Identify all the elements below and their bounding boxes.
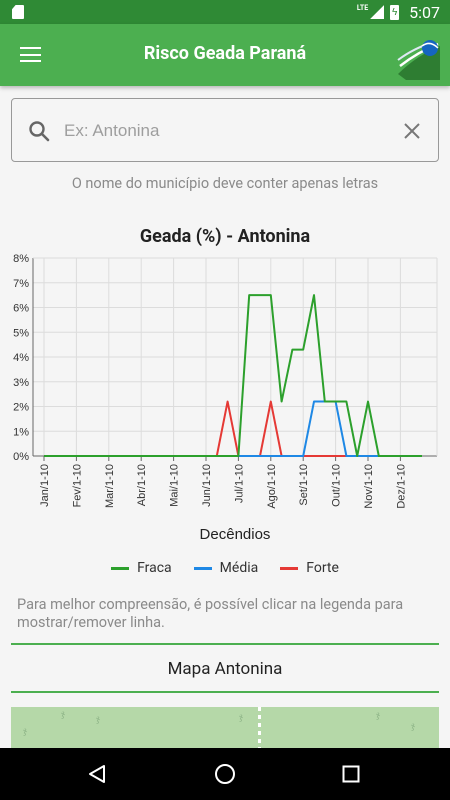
legend-item[interactable]: Média — [193, 560, 259, 576]
y-tick-label: 4% — [13, 352, 29, 364]
divider-top — [11, 643, 439, 645]
frost-chart: Geada (%) - Antonina 0% 1% 2% 3% 4% 5% 6% 7% 8% J… — [0, 218, 450, 598]
system-nav-bar — [0, 748, 450, 800]
y-tick-label: 5% — [13, 327, 29, 339]
app-title: Risco Geada Paraná — [143, 43, 307, 64]
x-tick-label: Mar/1-10 — [104, 464, 116, 508]
x-tick-label: Mai/1-10 — [169, 464, 181, 507]
x-tick-label: Jul/1-10 — [233, 464, 245, 503]
status-time: 5:07 — [409, 2, 440, 22]
y-tick-label: 7% — [13, 278, 29, 290]
x-tick-label: Jun/1-10 — [201, 464, 213, 507]
x-tick-label: Dez/1-10 — [395, 464, 407, 509]
x-axis-label: Decêndios — [200, 526, 271, 543]
back-icon[interactable] — [88, 764, 106, 784]
battery-charging-icon — [390, 4, 400, 20]
chart-title: Geada (%) - Antonina — [139, 226, 311, 247]
map-tree-icon: ჯ — [96, 715, 101, 725]
legend-label: Forte — [306, 560, 339, 576]
signal-icon — [370, 5, 385, 19]
legend-swatch — [280, 566, 299, 570]
x-tick-label: Out/1-10 — [331, 464, 343, 507]
x-tick-label: Fev/1-10 — [71, 464, 83, 507]
y-tick-label: 8% — [13, 253, 29, 265]
legend-swatch — [193, 566, 212, 570]
status-bar: LTE 5:07 — [0, 0, 450, 24]
hamburger-menu-icon[interactable] — [20, 47, 41, 62]
map-road — [258, 707, 261, 752]
legend-item[interactable]: Forte — [280, 560, 339, 576]
legend-label: Fraca — [137, 560, 172, 576]
map-tree-icon: ჯ — [239, 713, 244, 723]
map-tree-icon: ჯ — [411, 722, 416, 732]
divider-bottom — [11, 691, 439, 693]
y-tick-label: 6% — [13, 303, 29, 315]
x-tick-label: Abr/1-10 — [136, 464, 148, 506]
map-tree-icon: ჯ — [61, 710, 66, 720]
chart-plot: 0% 1% 2% 3% 4% 5% 6% 7% 8% Jan/1-10 Fev/1-10 Mar/1-… — [13, 253, 438, 543]
search-hint-text: O nome do município deve conter apenas l… — [71, 175, 379, 192]
map-tree-icon: ჯ — [376, 711, 381, 721]
series-line-fraca — [44, 294, 422, 457]
y-tick-label: 3% — [13, 377, 29, 389]
legend-note: Para melhor compreensão, é possível clic… — [17, 596, 404, 631]
search-field — [11, 98, 439, 162]
app-bar: Risco Geada Paraná — [0, 24, 450, 86]
y-tick-label: 2% — [13, 402, 29, 414]
map-button-label: Mapa Antonina — [167, 658, 283, 679]
lte-indicator: LTE — [356, 4, 369, 12]
sd-card-icon — [12, 5, 24, 19]
recent-apps-icon[interactable] — [342, 765, 360, 783]
legend-label: Média — [219, 560, 259, 576]
series-line-forte — [44, 400, 422, 457]
x-tick-label: Jan/1-10 — [39, 464, 51, 507]
chart-legend: Fraca Média Forte — [0, 560, 450, 576]
x-tick-label: Set/1-10 — [298, 464, 310, 506]
map-preview[interactable]: ჯ ჯ ჯ ჯ ჯ ჯ — [11, 707, 439, 752]
status-icons: LTE 5:07 — [357, 0, 440, 24]
x-tick-label: Nov/1-10 — [363, 464, 375, 509]
legend-swatch — [111, 566, 130, 570]
map-button[interactable]: Mapa Antonina — [11, 646, 439, 691]
search-icon — [29, 121, 50, 142]
app-logo-icon — [397, 40, 440, 80]
home-icon[interactable] — [214, 763, 236, 785]
clear-icon[interactable] — [402, 121, 422, 141]
map-tree-icon: ჯ — [23, 727, 28, 737]
y-tick-label: 0% — [13, 451, 29, 463]
x-tick-label: Ago/1-10 — [266, 464, 278, 509]
legend-item[interactable]: Fraca — [111, 560, 172, 576]
search-input[interactable] — [64, 117, 384, 145]
y-tick-label: 1% — [13, 426, 29, 438]
